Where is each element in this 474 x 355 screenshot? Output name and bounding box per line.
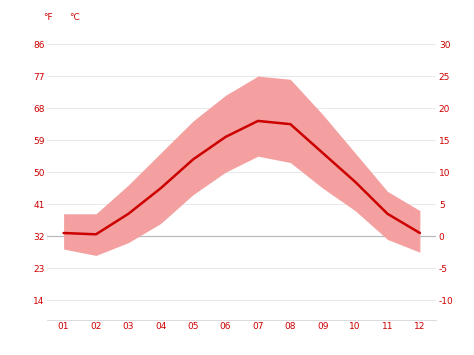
Text: °F: °F	[44, 13, 53, 22]
Text: °C: °C	[69, 13, 80, 22]
